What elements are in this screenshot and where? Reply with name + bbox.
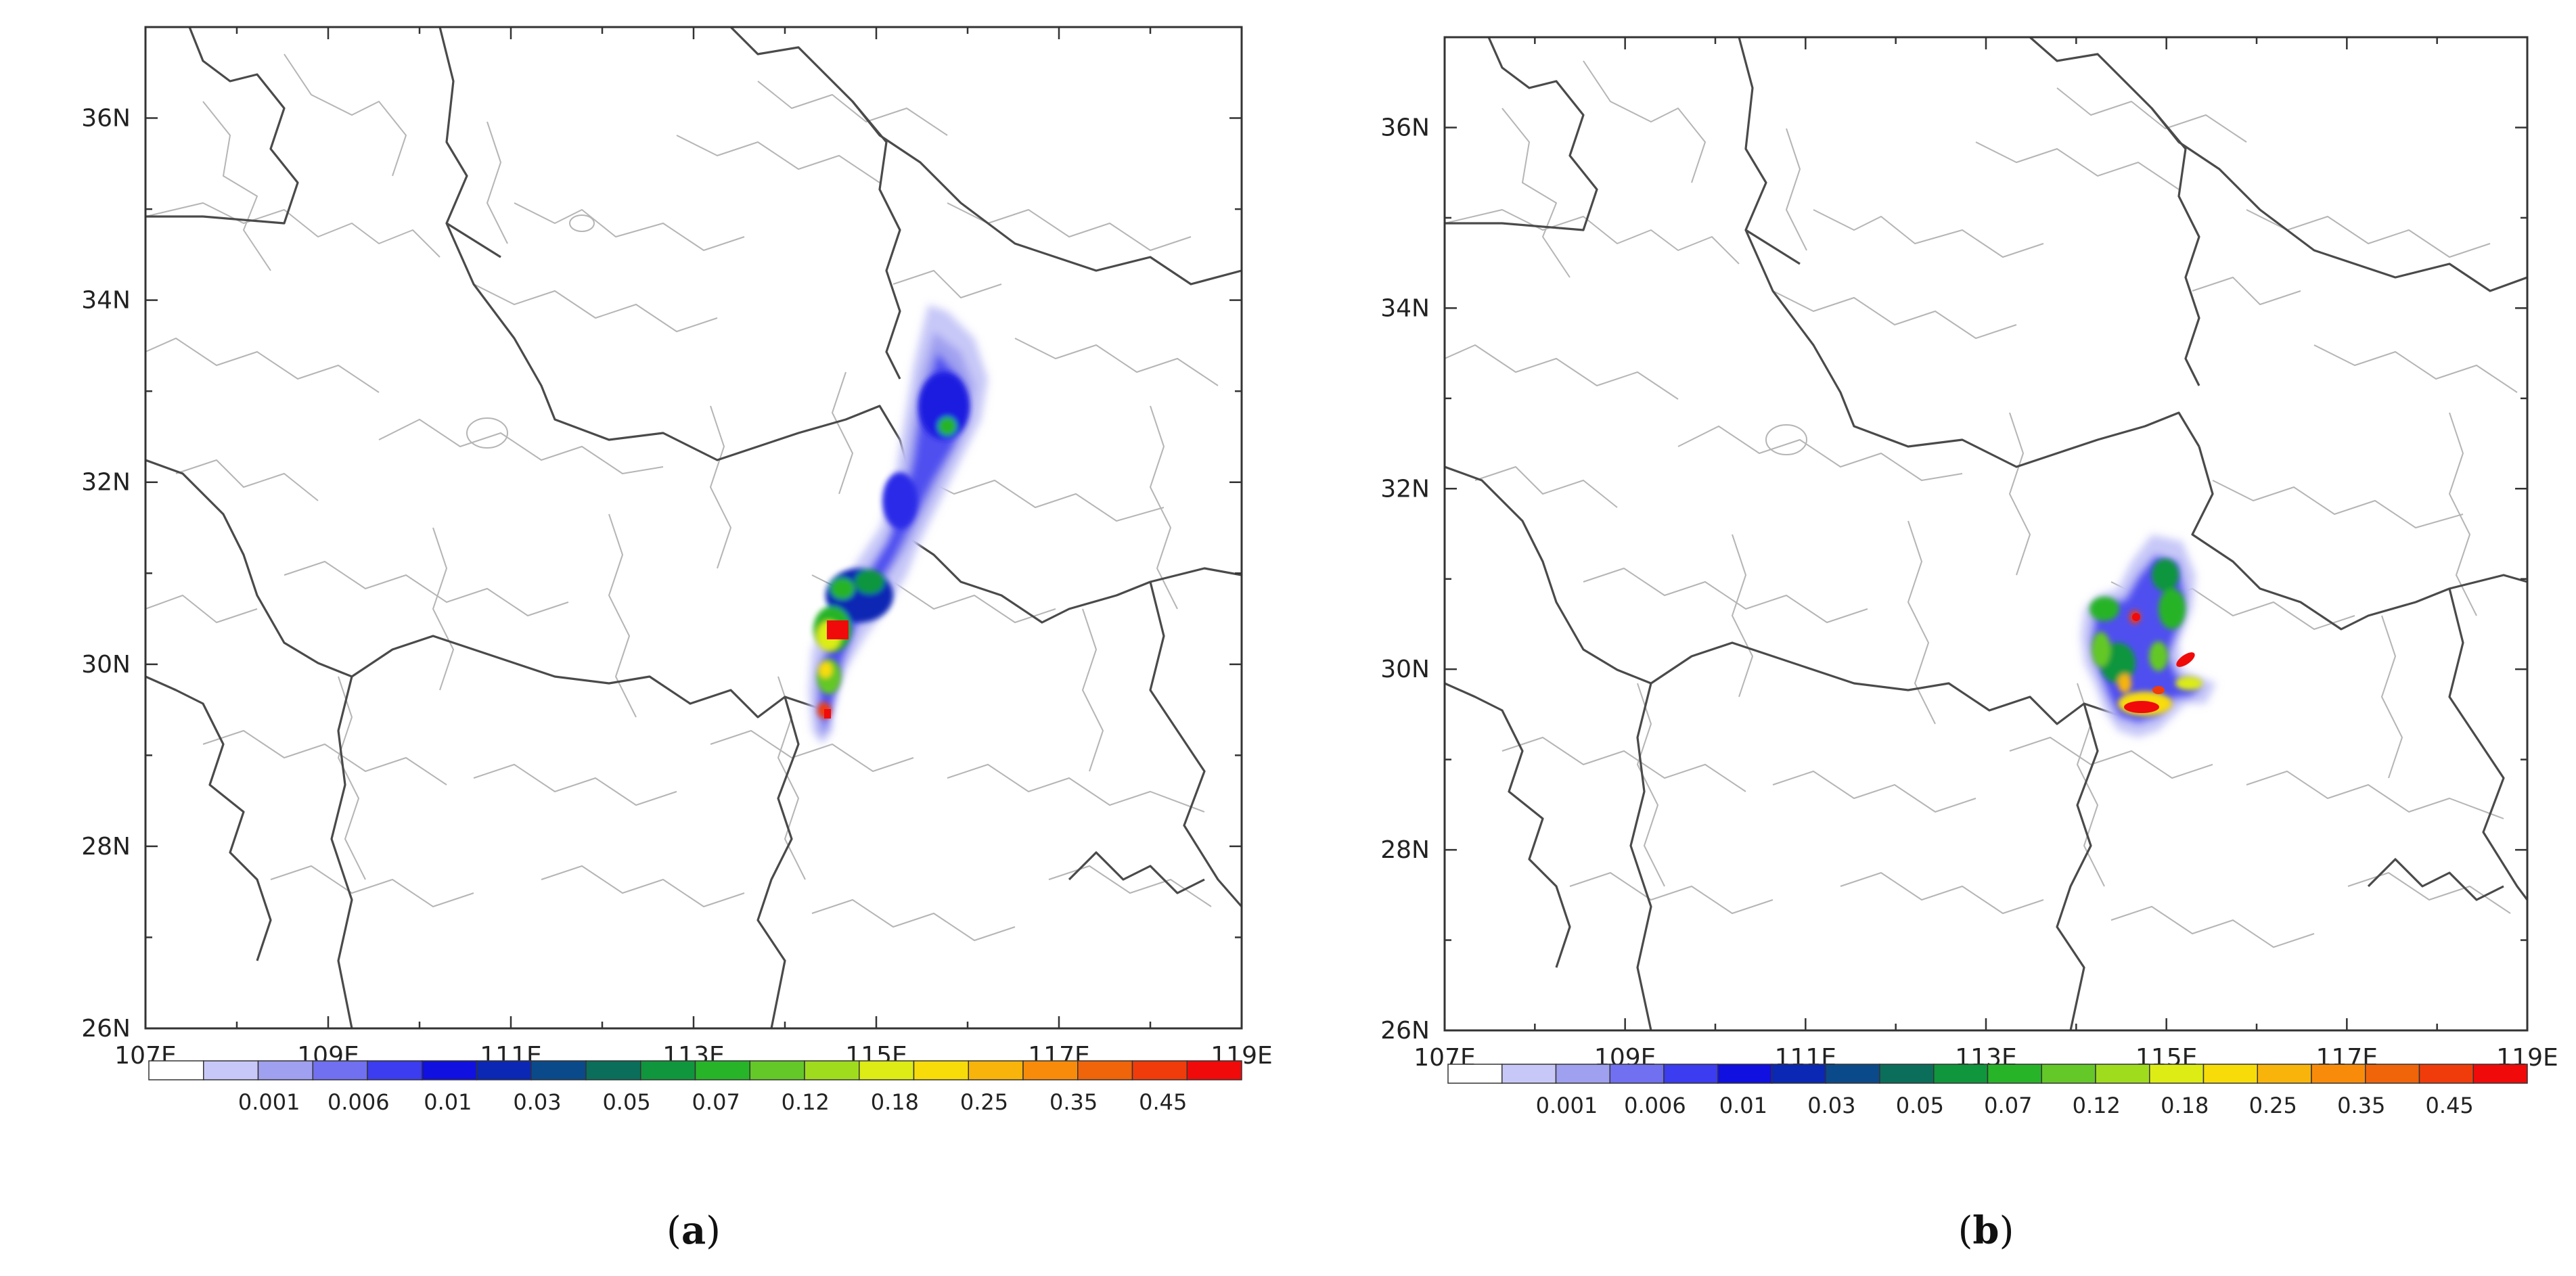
- colorbar-swatch: [1077, 1060, 1133, 1080]
- colorbar-label: 0.001: [238, 1089, 300, 1115]
- plume-a: [809, 304, 988, 744]
- colorbar-swatch: [859, 1060, 915, 1080]
- lat-tick-label: 26N: [81, 1015, 131, 1043]
- lat-tick-label: 30N: [81, 651, 131, 679]
- lat-tick-label: 30N: [1380, 656, 1430, 683]
- colorbar-swatch: [1501, 1064, 1557, 1084]
- colorbar-label: 0.18: [2161, 1093, 2209, 1118]
- colorbar-swatch: [203, 1060, 259, 1080]
- county-boundaries: [1445, 60, 2518, 948]
- colorbar-label: 0.05: [1896, 1093, 1944, 1118]
- colorbar-swatch: [968, 1060, 1024, 1080]
- colorbar-swatch: [1825, 1064, 1880, 1084]
- colorbar-swatch: [585, 1060, 641, 1080]
- colorbar-swatch: [312, 1060, 368, 1080]
- lat-tick-label: 36N: [1380, 114, 1430, 141]
- lat-tick-label: 28N: [81, 833, 131, 861]
- colorbar-swatch: [1717, 1064, 1773, 1084]
- colorbar-label: 0.18: [871, 1089, 919, 1115]
- colorbar-label: 0.001: [1536, 1093, 1598, 1118]
- colorbar-swatch: [749, 1060, 805, 1080]
- colorbar-swatch: [1022, 1060, 1079, 1080]
- colorbar-swatch: [2418, 1064, 2474, 1084]
- lat-tick-label: 34N: [81, 287, 131, 315]
- lat-tick-label: 32N: [81, 469, 131, 497]
- colorbar-swatch: [1879, 1064, 1935, 1084]
- colorbar-label: 0.01: [1719, 1093, 1767, 1118]
- colorbar-swatch: [640, 1060, 696, 1080]
- colorbar-swatch: [1609, 1064, 1665, 1084]
- colorbar-label: 0.25: [960, 1089, 1008, 1115]
- colorbar-swatch: [476, 1060, 532, 1080]
- colorbar-swatch: [1186, 1060, 1242, 1080]
- colorbar-swatch: [2041, 1064, 2096, 1084]
- colorbar-swatch: [1987, 1064, 2042, 1084]
- colorbar-label: 0.45: [1139, 1089, 1187, 1115]
- colorbar-swatch: [530, 1060, 587, 1080]
- province-boundaries: [1445, 37, 2527, 1030]
- colorbar-label: 0.01: [424, 1089, 472, 1115]
- colorbar-swatch: [2311, 1064, 2366, 1084]
- panel-a-label: (a): [666, 1208, 721, 1253]
- county-boundaries: [145, 53, 1219, 941]
- colorbar-swatch: [2202, 1064, 2258, 1084]
- colorbar-swatch: [2257, 1064, 2312, 1084]
- lat-tick-label: 34N: [1380, 294, 1430, 322]
- province-boundaries: [145, 27, 1242, 1028]
- colorbar-swatch: [694, 1060, 750, 1080]
- colorbar-label: 0.12: [2073, 1093, 2121, 1118]
- colorbar-label: 0.05: [602, 1089, 650, 1115]
- colorbar-swatch: [2472, 1064, 2528, 1084]
- colorbar-label: 0.03: [513, 1089, 561, 1115]
- panel-b-colorbar: 0.001 0.006 0.01 0.03 0.05 0.07 0.12 0.18 0.25 0.…: [1447, 1064, 2528, 1118]
- lat-tick-label: 28N: [1380, 836, 1430, 864]
- lat-tick-label: 32N: [1380, 475, 1430, 503]
- plume-b: [2081, 534, 2216, 737]
- colorbar-swatch: [2365, 1064, 2420, 1084]
- colorbar-swatch: [1555, 1064, 1610, 1084]
- panel-b-map: [1443, 36, 2529, 1032]
- colorbar-swatch: [1447, 1064, 1503, 1084]
- colorbar-swatch: [1771, 1064, 1826, 1084]
- lat-tick-label: 26N: [1380, 1017, 1430, 1045]
- colorbar-label: 0.45: [2426, 1093, 2474, 1118]
- colorbar-swatch: [804, 1060, 860, 1080]
- colorbar-swatch: [422, 1060, 478, 1080]
- colorbar-swatch: [1131, 1060, 1188, 1080]
- colorbar-label: 0.006: [327, 1089, 390, 1115]
- panel-a-map: [144, 26, 1243, 1030]
- colorbar-swatch: [2149, 1064, 2205, 1084]
- colorbar-label: 0.006: [1624, 1093, 1686, 1118]
- colorbar-label: 0.35: [1049, 1089, 1098, 1115]
- panel-b-label: (b): [1958, 1208, 2014, 1253]
- colorbar-label: 0.25: [2249, 1093, 2297, 1118]
- colorbar-label: 0.07: [1984, 1093, 2032, 1118]
- colorbar-label: 0.35: [2337, 1093, 2385, 1118]
- colorbar-swatch: [148, 1060, 204, 1080]
- colorbar-swatch: [2095, 1064, 2150, 1084]
- colorbar-swatch: [257, 1060, 313, 1080]
- colorbar-label: 0.12: [782, 1089, 830, 1115]
- colorbar-swatch: [1933, 1064, 1989, 1084]
- colorbar-label: 0.03: [1807, 1093, 1855, 1118]
- panel-a-colorbar: 0.001 0.006 0.01 0.03 0.05 0.07 0.12 0.18 0.25 0.…: [148, 1060, 1242, 1115]
- colorbar-swatch: [913, 1060, 969, 1080]
- colorbar-label: 0.07: [692, 1089, 740, 1115]
- lat-tick-label: 36N: [81, 105, 131, 133]
- colorbar-swatch: [1663, 1064, 1719, 1084]
- colorbar-swatch: [367, 1060, 423, 1080]
